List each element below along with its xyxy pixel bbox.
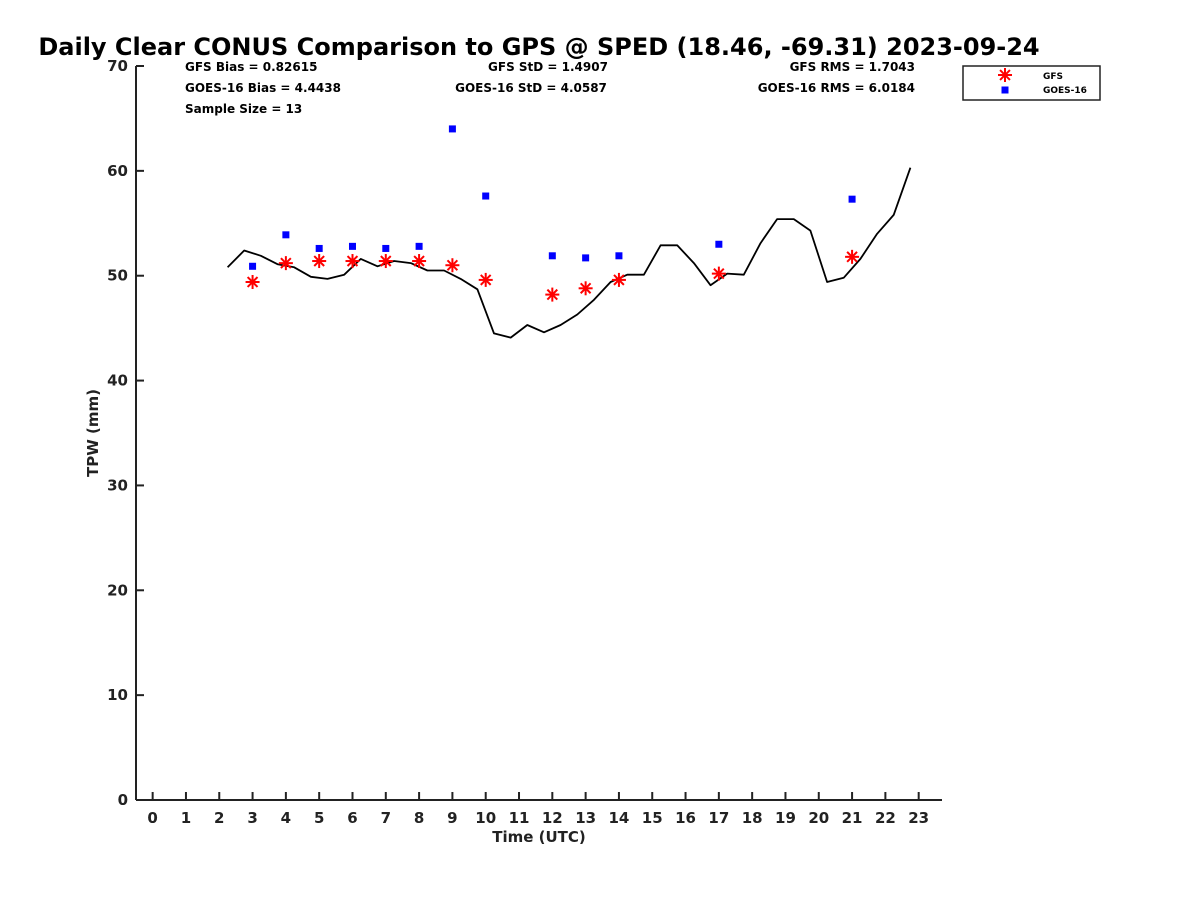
x-tick-label: 18 xyxy=(742,809,763,827)
gfs-series xyxy=(245,249,860,302)
x-tick-label: 16 xyxy=(675,809,696,827)
y-tick-label: 40 xyxy=(107,372,128,390)
goes-point xyxy=(448,125,456,133)
stats-block: GFS Bias = 0.82615 GOES-16 Bias = 4.4438… xyxy=(185,60,915,116)
legend-gfs-asterisk-icon xyxy=(998,68,1012,82)
x-tick-label: 4 xyxy=(281,809,291,827)
goes-point xyxy=(848,195,856,203)
legend[interactable]: GFS GOES-16 xyxy=(962,65,1101,101)
goes-series xyxy=(249,125,856,270)
legend-gfs-label: GFS xyxy=(1043,72,1063,82)
y-tick-label: 30 xyxy=(107,476,128,494)
gfs-point xyxy=(545,287,560,302)
gfs-point xyxy=(611,272,626,287)
chart-title: Daily Clear CONUS Comparison to GPS @ SP… xyxy=(38,33,1039,61)
sample-size-stat: Sample Size = 13 xyxy=(185,102,302,116)
gfs-point xyxy=(445,258,460,273)
y-axis-label: TPW (mm) xyxy=(84,389,102,477)
x-tick-label: 5 xyxy=(314,809,324,827)
gfs-std-stat: GFS StD = 1.4907 xyxy=(488,60,608,74)
gfs-point xyxy=(312,254,327,269)
goes-std-stat: GOES-16 StD = 4.0587 xyxy=(455,81,607,95)
legend-goes-label: GOES-16 xyxy=(1043,86,1087,96)
goes-point xyxy=(548,252,556,260)
y-ticks: 0 10 20 30 40 50 60 70 xyxy=(107,57,144,809)
x-tick-label: 8 xyxy=(414,809,424,827)
x-tick-label: 12 xyxy=(542,809,563,827)
gps-line xyxy=(226,167,912,339)
goes-point xyxy=(415,242,423,250)
x-tick-label: 1 xyxy=(181,809,191,827)
x-tick-label: 23 xyxy=(908,809,929,827)
gfs-point xyxy=(711,266,726,281)
gfs-point xyxy=(345,254,360,269)
goes-point xyxy=(482,192,490,200)
goes-point xyxy=(348,242,356,250)
x-tick-label: 3 xyxy=(247,809,257,827)
goes-point xyxy=(715,240,723,248)
x-tick-label: 17 xyxy=(708,809,729,827)
gfs-rms-stat: GFS RMS = 1.7043 xyxy=(790,60,915,74)
gfs-point xyxy=(245,275,260,290)
y-tick-label: 50 xyxy=(107,267,128,285)
gps-series xyxy=(226,167,912,339)
x-tick-label: 13 xyxy=(575,809,596,827)
x-tick-label: 6 xyxy=(347,809,357,827)
goes-rms-stat: GOES-16 RMS = 6.0184 xyxy=(758,81,915,95)
goes-point xyxy=(249,262,257,270)
x-ticks: 0 1 2 3 4 5 6 7 8 9 10 11 12 13 14 15 16 17 18 19 20 21 22 23 xyxy=(147,792,929,827)
x-tick-label: 19 xyxy=(775,809,796,827)
y-tick-label: 10 xyxy=(107,686,128,704)
gfs-point xyxy=(278,256,293,271)
goes-bias-stat: GOES-16 Bias = 4.4438 xyxy=(185,81,341,95)
x-tick-label: 14 xyxy=(608,809,629,827)
y-tick-label: 20 xyxy=(107,581,128,599)
goes-point xyxy=(582,254,590,262)
legend-goes-square-icon xyxy=(1001,86,1009,94)
x-tick-label: 2 xyxy=(214,809,224,827)
x-tick-label: 20 xyxy=(808,809,829,827)
y-tick-label: 0 xyxy=(118,791,128,809)
legend-gfs-asterisk xyxy=(998,68,1012,82)
legend-goes-square xyxy=(1001,86,1009,94)
goes-point xyxy=(315,244,323,252)
y-tick-label: 60 xyxy=(107,162,128,180)
legend-box xyxy=(962,65,1101,101)
x-tick-label: 22 xyxy=(875,809,896,827)
gfs-point xyxy=(478,272,493,287)
x-tick-label: 21 xyxy=(842,809,863,827)
gfs-point xyxy=(412,254,427,269)
x-tick-label: 10 xyxy=(475,809,496,827)
gfs-point xyxy=(378,254,393,269)
goes-point xyxy=(382,244,390,252)
x-tick-label: 0 xyxy=(147,809,157,827)
x-axis-label: Time (UTC) xyxy=(492,828,586,846)
gfs-point xyxy=(845,249,860,264)
x-tick-label: 11 xyxy=(509,809,530,827)
x-tick-label: 15 xyxy=(642,809,663,827)
goes-point xyxy=(615,252,623,260)
axes xyxy=(135,66,942,801)
x-tick-label: 7 xyxy=(381,809,391,827)
gfs-point xyxy=(578,281,593,296)
y-tick-label: 70 xyxy=(107,57,128,75)
gfs-bias-stat: GFS Bias = 0.82615 xyxy=(185,60,317,74)
x-tick-label: 9 xyxy=(447,809,457,827)
goes-point xyxy=(282,231,290,239)
